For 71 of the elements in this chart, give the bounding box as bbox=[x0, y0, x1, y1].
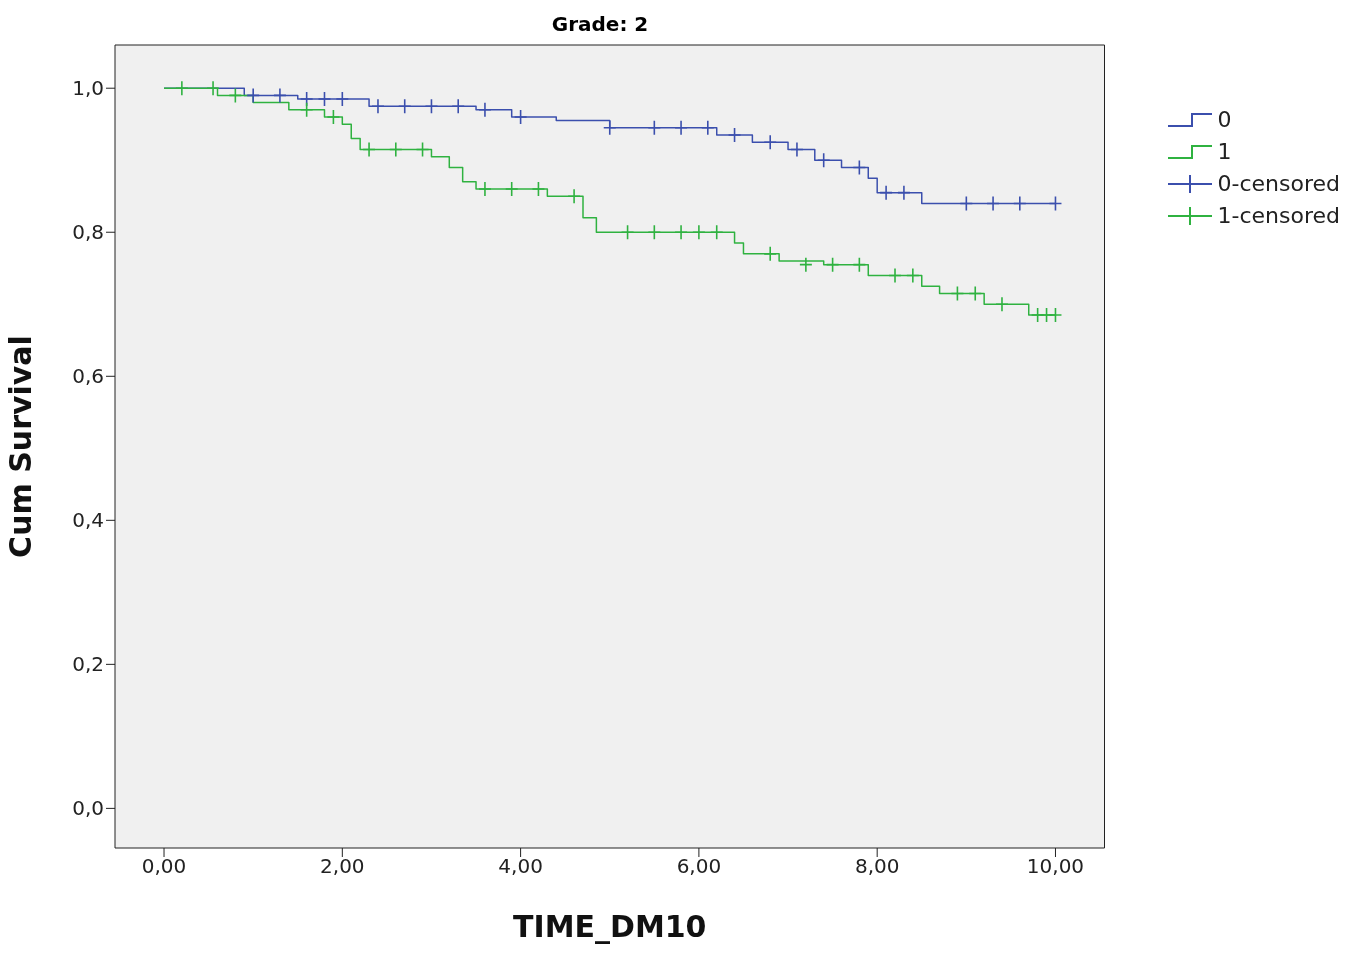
y-axis-title: Cum Survival bbox=[2, 335, 38, 558]
legend-label: 1 bbox=[1217, 138, 1232, 166]
point bbox=[674, 224, 688, 241]
point bbox=[246, 87, 260, 104]
point bbox=[692, 224, 706, 241]
point bbox=[273, 87, 287, 104]
point bbox=[852, 159, 867, 176]
point bbox=[709, 224, 724, 241]
point bbox=[674, 120, 688, 136]
point bbox=[799, 256, 813, 273]
point bbox=[897, 184, 911, 201]
x-tick-label: 8,00 bbox=[854, 854, 900, 879]
point bbox=[415, 141, 430, 158]
x-tick-label: 10,00 bbox=[1026, 854, 1085, 879]
y-tick-label: 0,8 bbox=[72, 220, 104, 245]
y-tick-label: 0,0 bbox=[72, 796, 104, 821]
point bbox=[175, 80, 189, 97]
chart-title: Grade: 2 bbox=[550, 12, 650, 36]
point bbox=[513, 109, 528, 125]
point bbox=[371, 98, 385, 115]
point bbox=[362, 141, 376, 158]
legend-label: 1-censored bbox=[1217, 202, 1340, 230]
point bbox=[763, 134, 778, 151]
point bbox=[478, 181, 492, 197]
point bbox=[1013, 195, 1027, 212]
point bbox=[906, 267, 920, 284]
legend-label: 0 bbox=[1217, 106, 1232, 134]
point bbox=[995, 296, 1009, 313]
y-tick-label: 1,0 bbox=[72, 76, 104, 101]
point bbox=[701, 120, 715, 136]
point bbox=[424, 98, 439, 115]
y-tick-label: 0,4 bbox=[72, 508, 104, 533]
point bbox=[763, 246, 778, 262]
x-tick-label: 0,00 bbox=[141, 854, 187, 879]
y-tick-label: 0,2 bbox=[72, 652, 104, 677]
point bbox=[389, 141, 403, 158]
point bbox=[1048, 195, 1063, 212]
point bbox=[727, 127, 742, 143]
point bbox=[478, 102, 492, 118]
point bbox=[950, 285, 965, 302]
point bbox=[647, 120, 662, 136]
point bbox=[825, 256, 840, 273]
y-tick-label: 0,6 bbox=[72, 364, 104, 389]
point bbox=[1048, 307, 1063, 323]
point bbox=[888, 267, 902, 284]
x-tick-label: 6,00 bbox=[676, 854, 722, 879]
point bbox=[959, 195, 974, 212]
x-axis-title: TIME_DM10 bbox=[513, 909, 707, 944]
x-tick-label: 4,00 bbox=[498, 854, 543, 879]
point bbox=[326, 109, 341, 125]
legend-label: 0-censored bbox=[1217, 170, 1340, 198]
point bbox=[206, 80, 220, 97]
point bbox=[790, 141, 804, 158]
point bbox=[335, 91, 350, 107]
point bbox=[879, 184, 893, 201]
point bbox=[968, 285, 983, 302]
point bbox=[397, 98, 412, 115]
point bbox=[567, 188, 581, 205]
point bbox=[602, 120, 617, 136]
point bbox=[531, 181, 546, 197]
point bbox=[504, 181, 519, 197]
point bbox=[647, 224, 662, 241]
x-tick-label: 2,00 bbox=[320, 854, 365, 879]
point bbox=[299, 102, 314, 118]
point bbox=[816, 152, 831, 169]
point bbox=[852, 256, 867, 273]
point bbox=[986, 195, 1000, 212]
point bbox=[228, 87, 243, 104]
point bbox=[317, 91, 332, 107]
point bbox=[620, 224, 635, 241]
point bbox=[451, 98, 465, 115]
